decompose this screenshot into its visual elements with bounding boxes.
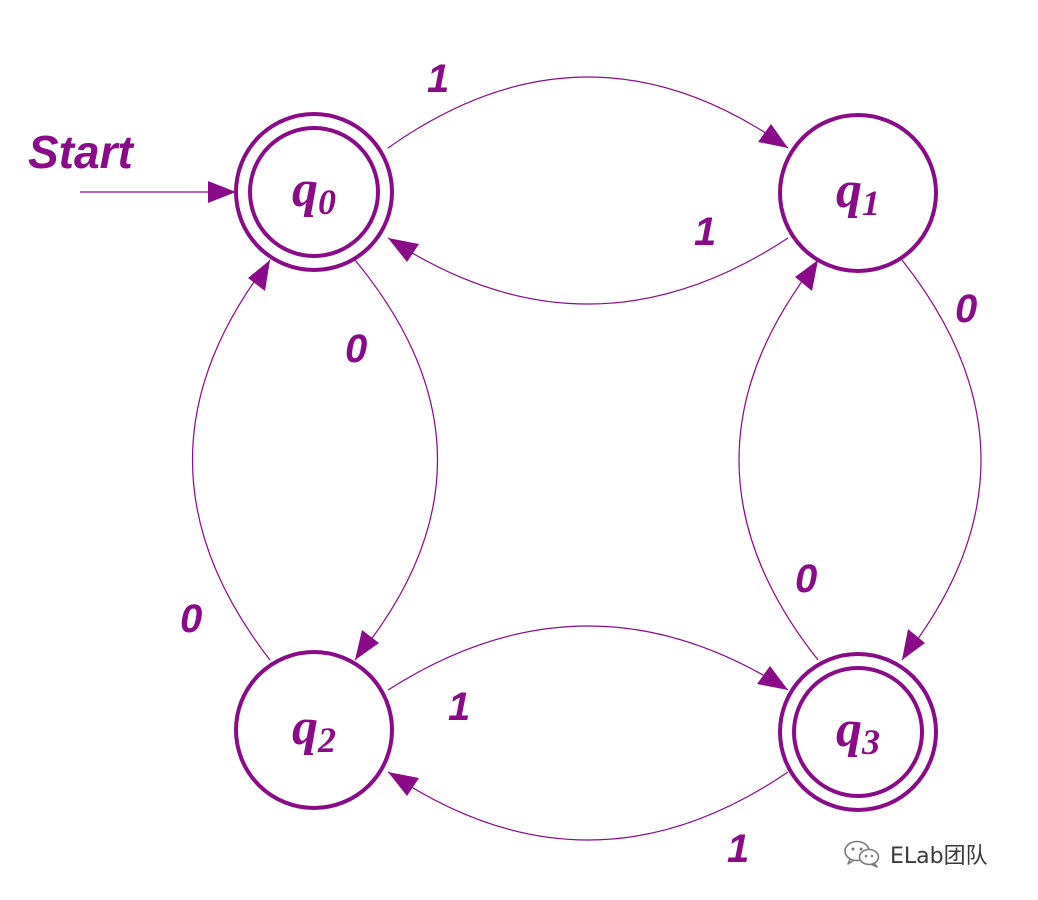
state-q2-ring — [234, 650, 394, 810]
arrowhead-q0-q1 — [758, 124, 788, 148]
state-q0: q0 — [234, 112, 394, 272]
state-q3-subscript: 3 — [861, 722, 880, 762]
arrowhead-q1-q3 — [902, 629, 925, 660]
arrowhead-q2-q3 — [757, 666, 788, 690]
edge-q3-q1 — [738, 259, 819, 661]
edge-q1-q3 — [901, 259, 982, 661]
edge-label-q3-q1: 0 — [795, 557, 817, 601]
edge-q0-q2 — [354, 259, 439, 661]
state-q0-name: q — [292, 161, 318, 218]
arrowhead-q3-q2 — [388, 772, 419, 796]
edge-label-q1-q3: 0 — [955, 287, 977, 331]
start-arrow-head — [208, 181, 236, 203]
edge-label-q3-q2: 1 — [727, 827, 749, 871]
state-q3-inner-ring — [792, 666, 924, 798]
edge-label-q2-q0: 0 — [180, 597, 202, 641]
state-q0-subscript: 0 — [318, 182, 336, 222]
arrowhead-q1-q0 — [388, 238, 419, 262]
state-q1-ring — [778, 113, 938, 273]
edge-label-q2-q3: 1 — [448, 685, 470, 729]
state-q1-label: q1 — [836, 162, 880, 223]
arrowhead-q0-q2 — [355, 630, 379, 660]
state-q2-name: q — [292, 699, 318, 756]
state-q0-inner-ring — [248, 126, 380, 258]
state-q1-name: q — [836, 162, 862, 219]
watermark: ELab团队 — [842, 834, 988, 874]
state-q3-name: q — [836, 701, 862, 758]
arrowhead-q3-q1 — [795, 260, 818, 291]
state-q2-subscript: 2 — [317, 720, 336, 760]
state-q3-label: q3 — [836, 701, 880, 762]
edge-q1-q0 — [387, 237, 789, 305]
state-q3: q3 — [778, 652, 938, 812]
edge-q3-q2 — [387, 771, 789, 841]
state-q2: q2 — [234, 650, 394, 810]
state-q1-subscript: 1 — [862, 183, 880, 223]
wechat-icon — [842, 839, 882, 869]
state-q2-label: q2 — [292, 699, 336, 760]
edge-q2-q0 — [191, 259, 271, 661]
start-label: Start — [28, 126, 134, 178]
transitions: 1 1 0 0 0 0 1 1 — [180, 57, 982, 871]
arrowhead-q2-q0 — [248, 260, 270, 291]
state-q1: q1 — [778, 113, 938, 273]
edge-label-q1-q0: 1 — [694, 210, 716, 254]
state-q0-label: q0 — [292, 161, 336, 222]
edge-label-q0-q2: 0 — [345, 327, 367, 371]
edge-q0-q1 — [387, 76, 789, 149]
watermark-text: ELab团队 — [890, 844, 988, 869]
edge-label-q0-q1: 1 — [427, 57, 449, 101]
edge-q2-q3 — [387, 625, 789, 691]
